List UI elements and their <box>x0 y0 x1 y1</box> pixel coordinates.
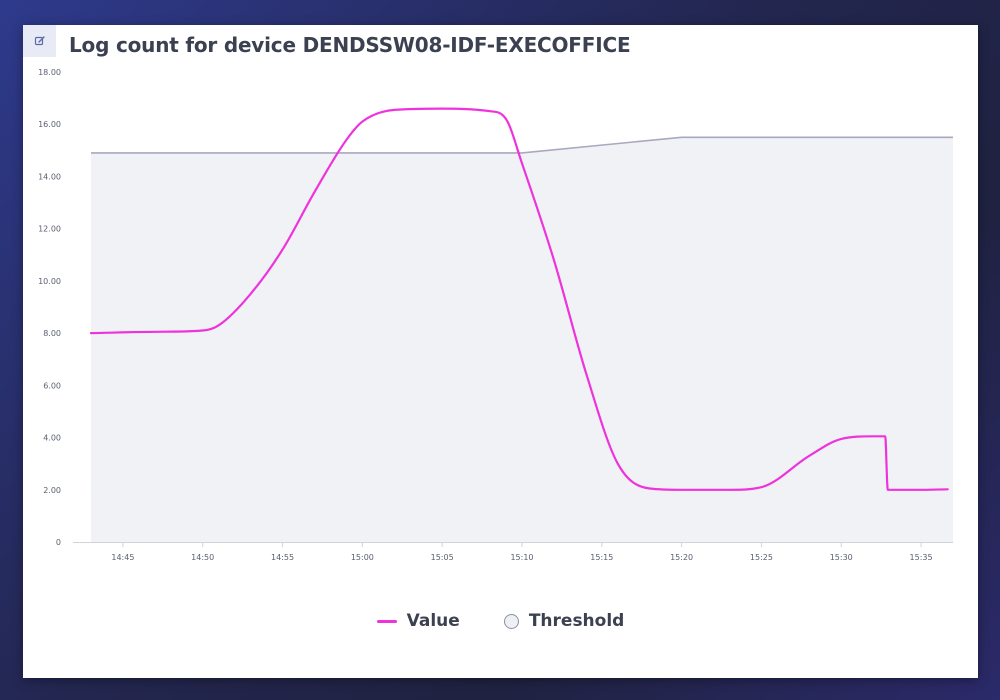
legend-item-value[interactable]: Value <box>376 611 460 631</box>
legend-item-threshold[interactable]: Threshold <box>503 611 625 631</box>
x-tick-label: 15:25 <box>750 553 773 562</box>
x-tick-label: 15:00 <box>351 553 374 562</box>
y-tick-label: 18.00 <box>38 68 61 77</box>
threshold-swatch <box>503 613 519 629</box>
x-tick-label: 15:30 <box>830 553 853 562</box>
legend: Value Threshold <box>23 611 978 631</box>
legend-label-value: Value <box>406 611 460 631</box>
y-tick-label: 4.00 <box>43 434 61 443</box>
x-tick-label: 14:50 <box>191 553 214 562</box>
value-line <box>89 107 949 491</box>
y-tick-label: 8.00 <box>43 329 61 338</box>
x-tick-label: 15:35 <box>910 553 933 562</box>
x-tick-label: 15:15 <box>590 553 613 562</box>
y-tick-label: 10.00 <box>38 277 61 286</box>
chart-panel: Log count for device DENDSSW08-IDF-EXECO… <box>23 25 978 678</box>
y-tick-label: 6.00 <box>43 381 61 390</box>
y-tick-label: 2.00 <box>43 486 61 495</box>
value-swatch <box>376 619 397 623</box>
y-axis-labels: 0 2.00 4.00 6.00 8.00 10.00 12.00 14.00 16.00 18.… <box>38 68 61 547</box>
x-tick-label: 14:45 <box>111 553 134 562</box>
threshold-area <box>90 137 954 543</box>
line-chart: 0 2.00 4.00 6.00 8.00 10.00 12.00 14.00 16.00 18.… <box>38 68 954 562</box>
y-tick-label: 12.00 <box>38 225 61 234</box>
threshold-layer <box>90 136 954 543</box>
value-layer <box>89 107 949 491</box>
x-tick-label: 14:55 <box>271 553 294 562</box>
x-tick-label: 15:10 <box>510 553 533 562</box>
y-tick-label: 0 <box>56 538 61 547</box>
y-tick-label: 14.00 <box>38 172 61 181</box>
threshold-line <box>91 136 953 154</box>
edit-icon <box>34 36 45 46</box>
legend-label-threshold: Threshold <box>528 611 625 631</box>
edit-button[interactable] <box>23 25 56 57</box>
x-tick-label: 15:20 <box>670 553 693 562</box>
x-axis-ticks: 14:45 14:50 14:55 15:00 15:05 15:10 15:15 15:20… <box>111 542 933 562</box>
chart-title: Log count for device DENDSSW08-IDF-EXECO… <box>69 33 631 57</box>
x-tick-label: 15:05 <box>431 553 454 562</box>
y-tick-label: 16.00 <box>38 120 61 129</box>
